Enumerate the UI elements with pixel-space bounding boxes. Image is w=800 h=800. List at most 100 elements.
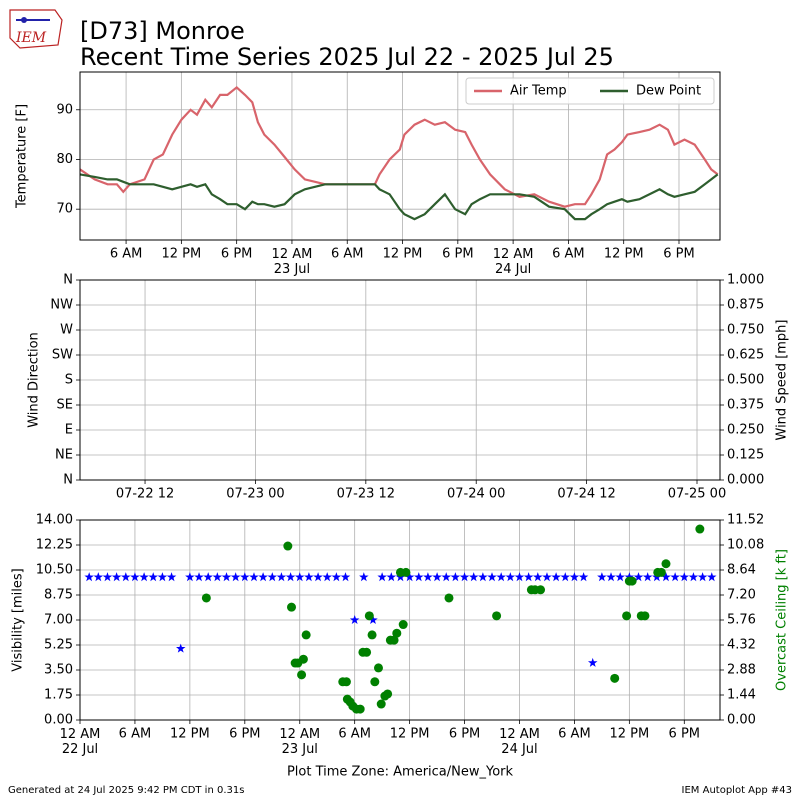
star-point [459,572,470,582]
star-point [176,643,186,653]
star-point [203,572,213,582]
star-point [139,572,149,582]
star-point [514,572,525,582]
x-tick-label: 6 AM [552,247,585,262]
x-tick-label: 07-24 00 [447,487,505,502]
star-point [258,572,268,582]
star-point [533,572,543,582]
star-point [84,572,94,582]
x-tick-label: 12 AM 24 Jul [493,247,534,277]
panel: 12 AM 22 Jul 6 AM 12 PM 6 PM 12 AM 23 Jul 6 AM 1… [11,513,790,780]
y-axis-label: Temperature [F] [15,104,30,209]
star-point [441,572,451,582]
logo-text: IEM [15,30,47,46]
star-point [368,615,378,624]
y2-tick-label: 8.64 [727,563,756,578]
star-point [386,572,397,582]
star-point [377,572,387,582]
y-tick-label: SE [57,398,73,413]
dot-point [392,628,402,638]
star-point [697,572,708,582]
star-point [606,572,616,582]
star-point [523,572,534,582]
x-tick-label: 6 PM [229,727,260,742]
x-tick-label: 12 AM 23 Jul [272,247,313,277]
x-tick-label: 07-23 12 [337,487,395,502]
star-point [551,572,561,582]
x-tick-label: 6 PM [663,247,694,262]
star-point [359,572,369,582]
x-tick-label: 6 AM [110,247,143,262]
x-tick-label: 12 PM [609,727,649,742]
legend-label: Air Temp [510,84,567,99]
y-tick-label: 80 [56,152,73,167]
star-point [130,572,140,582]
star-point [111,572,122,582]
y2-tick-label: 0.625 [727,348,764,363]
dot-point [610,673,620,683]
y2-tick-label: 10.08 [727,538,764,553]
star-point [423,572,433,582]
dot-point [536,585,546,595]
y-tick-label: 14.00 [36,513,73,528]
x-tick-label: 07-25 00 [668,487,726,502]
dot-point [362,647,372,657]
y-tick-label: S [65,373,73,388]
dot-point [444,593,454,603]
x-tick-label: 6 PM [449,727,480,742]
y2-tick-label: 1.44 [727,688,756,703]
dot-point [492,611,502,621]
star-point [578,572,589,582]
star-point [331,572,342,582]
star-point [542,572,552,582]
star-point [432,572,442,582]
subtitle: Recent Time Series 2025 Jul 22 - 2025 Ju… [80,43,614,71]
star-point [148,572,158,582]
star-point [633,572,644,582]
y2-tick-label: 0.00 [727,713,756,728]
x-tick-label: 6 PM [221,247,252,262]
panel: 6 AM 12 PM 6 PM 12 AM 23 Jul 6 AM 12 PM 6 PM 12 … [15,71,721,277]
y2-axis-label: Wind Speed [mph] [775,320,790,441]
star-point [588,657,598,667]
y2-tick-label: 4.32 [727,638,756,653]
y-tick-label: 1.75 [44,688,73,703]
x-tick-label: 6 AM [558,727,591,742]
x-tick-label: 07-22 12 [116,487,174,502]
y-tick-label: 3.50 [44,663,73,678]
y-tick-label: 90 [56,102,73,117]
y-axis-label: Visibility [miles] [11,568,26,671]
y2-tick-label: 0.875 [727,298,764,313]
y-tick-label: W [60,323,73,338]
dot-point [656,567,666,577]
y-tick-label: N [63,273,73,288]
star-point [688,572,699,582]
y-tick-label: E [65,423,73,438]
y2-tick-label: 7.20 [727,588,756,603]
dot-point [622,611,632,621]
star-point [221,572,232,582]
y2-axis-label: Overcast Ceiling [k ft] [775,549,790,691]
x-tick-label: 12 PM [390,727,430,742]
dot-point [370,677,380,687]
star-point [102,572,113,582]
y2-tick-label: 1.000 [727,273,764,288]
y-tick-label: NW [50,298,73,313]
y-tick-label: 8.75 [44,588,73,603]
y2-tick-label: 0.500 [727,373,764,388]
y2-tick-label: 0.750 [727,323,764,338]
x-tick-label: 07-24 12 [557,487,615,502]
dot-point [640,611,650,621]
x-tick-label: 6 PM [669,727,700,742]
panel: 07-22 12 07-23 00 07-23 12 07-24 00 07-24 12… [27,273,790,502]
star-point [121,572,131,582]
star-point [276,572,287,582]
x-tick-label: 07-23 00 [226,487,284,502]
star-point [313,572,323,582]
dot-point [627,576,637,586]
star-point [560,572,570,582]
x-tick-label: 6 AM [338,727,371,742]
x-tick-label: 12 PM [170,727,210,742]
star-point [469,572,479,582]
star-point [194,572,204,582]
